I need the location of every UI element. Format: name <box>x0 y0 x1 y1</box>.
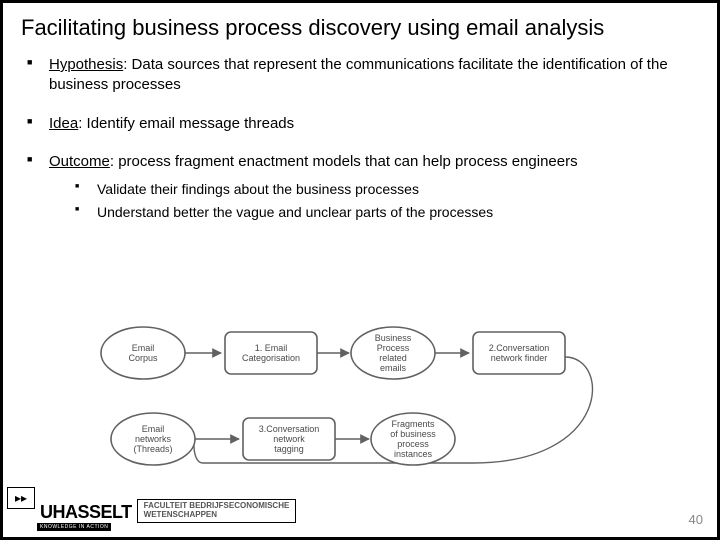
bullet-hypothesis: Hypothesis: Data sources that represent … <box>27 55 699 96</box>
sub-validate: Validate their findings about the busine… <box>75 180 699 199</box>
flow-node-label: 3.Conversation <box>259 424 320 434</box>
flow-node-label: emails <box>380 363 407 373</box>
logo-text: UHASSELT <box>37 502 135 523</box>
footer: ▸▸ UHASSELT KNOWLEDGE IN ACTION FACULTEI… <box>7 487 296 531</box>
flow-node-label: Business <box>375 333 412 343</box>
flow-node-label: process <box>397 439 429 449</box>
bullet-list: Hypothesis: Data sources that represent … <box>21 55 699 222</box>
slide-title: Facilitating business process discovery … <box>21 15 699 41</box>
text-idea: : Identify email message threads <box>78 115 294 132</box>
faculty-line2: WETENSCHAPPEN <box>144 511 290 520</box>
logo-block: UHASSELT KNOWLEDGE IN ACTION <box>37 502 135 531</box>
bullet-outcome: Outcome: process fragment enactment mode… <box>27 152 699 222</box>
sub-understand: Understand better the vague and unclear … <box>75 203 699 222</box>
flow-node-label: Process <box>377 343 410 353</box>
flow-node-label: Categorisation <box>242 353 300 363</box>
flow-node-label: instances <box>394 449 433 459</box>
flow-node-label: Fragments <box>391 419 435 429</box>
flow-node-label: Corpus <box>128 353 158 363</box>
flow-node-label: tagging <box>274 444 304 454</box>
slide-frame: Facilitating business process discovery … <box>0 0 720 540</box>
lead-idea: Idea <box>49 115 78 132</box>
flow-node-label: network finder <box>491 353 548 363</box>
page-number: 40 <box>689 512 703 527</box>
flow-node-label: Email <box>132 343 155 353</box>
flow-node-label: (Threads) <box>133 444 172 454</box>
text-outcome: : process fragment enactment models that… <box>110 153 578 170</box>
flow-node-label: 2.Conversation <box>489 343 550 353</box>
flow-node-label: of business <box>390 429 436 439</box>
flow-node-label: network <box>273 434 305 444</box>
sub-bullet-list: Validate their findings about the busine… <box>49 180 699 222</box>
text-hypothesis: : Data sources that represent the commun… <box>49 56 668 93</box>
flow-node-label: 1. Email <box>255 343 288 353</box>
logo-tagline: KNOWLEDGE IN ACTION <box>37 523 111 531</box>
flow-node-label: networks <box>135 434 172 444</box>
flow-node-label: Email <box>142 424 165 434</box>
nav-next-icon[interactable]: ▸▸ <box>7 487 35 509</box>
lead-outcome: Outcome <box>49 153 110 170</box>
faculty-box: FACULTEIT BEDRIJFSECONOMISCHE WETENSCHAP… <box>137 499 297 523</box>
flowchart-container: EmailCorpus1. EmailCategorisationBusines… <box>93 313 653 473</box>
bullet-idea: Idea: Identify email message threads <box>27 114 699 134</box>
flow-node-label: related <box>379 353 407 363</box>
flowchart-svg: EmailCorpus1. EmailCategorisationBusines… <box>93 313 653 473</box>
lead-hypothesis: Hypothesis <box>49 56 123 73</box>
